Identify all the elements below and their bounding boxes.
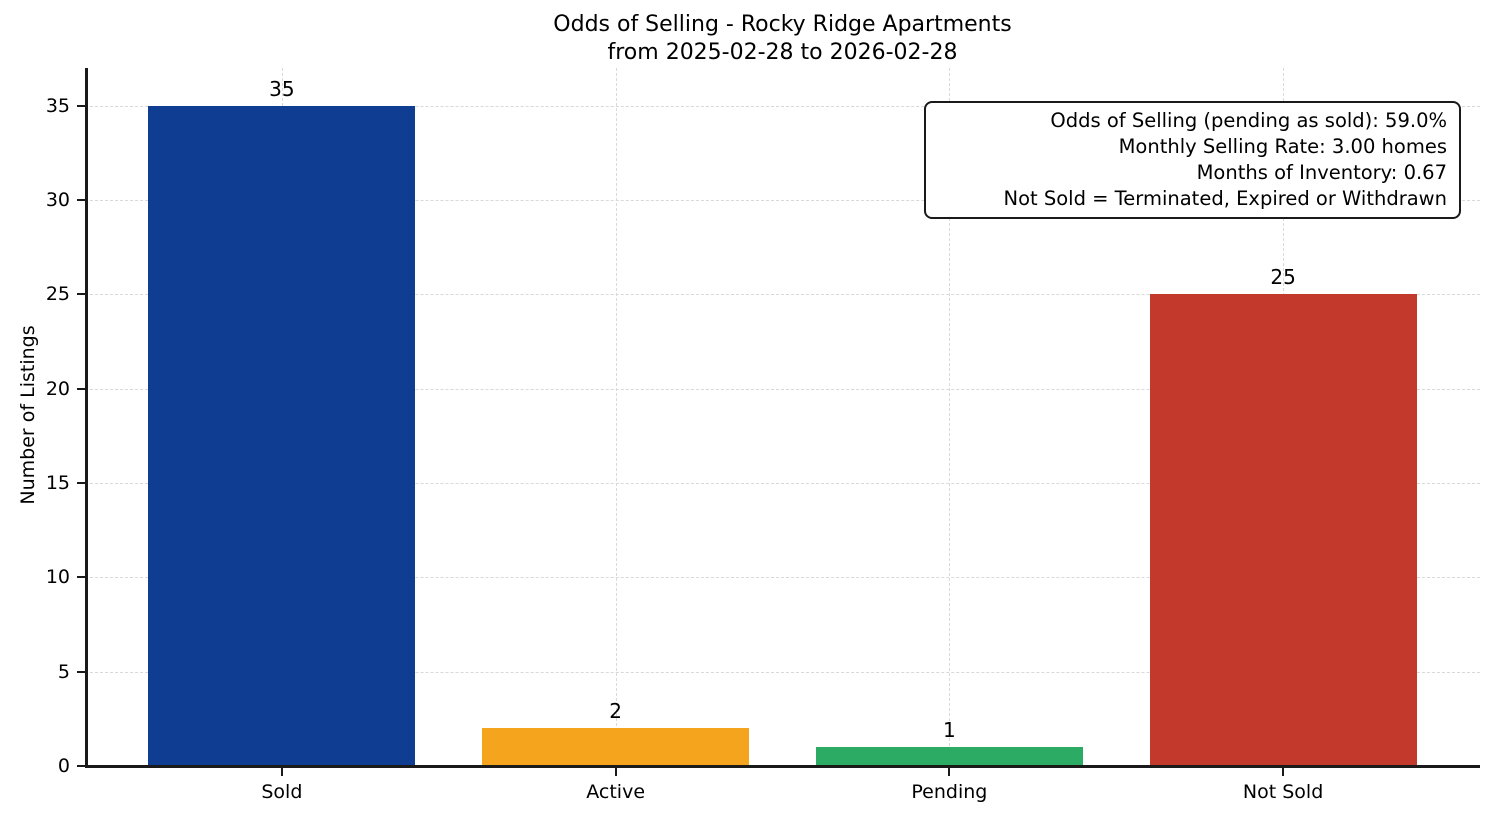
horizontal-gridline bbox=[85, 577, 1480, 579]
horizontal-gridline bbox=[85, 671, 1480, 673]
x-tick-mark bbox=[1282, 768, 1285, 776]
y-tick-label: 5 bbox=[57, 660, 70, 683]
x-tick-mark bbox=[280, 768, 283, 776]
x-tick-mark bbox=[614, 768, 617, 776]
annotation-line-inventory: Months of Inventory: 0.67 bbox=[1196, 161, 1447, 184]
y-axis-spine bbox=[85, 68, 88, 768]
annotation-line-selling-rate: Monthly Selling Rate: 3.00 homes bbox=[1118, 135, 1447, 158]
y-tick-label: 20 bbox=[45, 377, 70, 400]
x-tick-mark bbox=[948, 768, 951, 776]
y-tick-mark bbox=[77, 482, 85, 485]
y-tick-label: 30 bbox=[45, 189, 70, 212]
bar-value-label-sold: 35 bbox=[269, 76, 295, 101]
y-tick-label: 10 bbox=[45, 566, 70, 589]
bar-active bbox=[482, 728, 750, 766]
y-tick-mark bbox=[77, 293, 85, 296]
vertical-gridline bbox=[949, 68, 951, 766]
x-axis-spine bbox=[85, 765, 1480, 768]
horizontal-gridline bbox=[85, 200, 1480, 202]
chart-title-line1: Odds of Selling - Rocky Ridge Apartments bbox=[553, 12, 1012, 37]
bar-sold bbox=[148, 105, 416, 766]
y-tick-label: 15 bbox=[45, 472, 70, 495]
y-tick-mark bbox=[77, 576, 85, 579]
horizontal-gridline bbox=[85, 294, 1480, 296]
annotation-line-odds: Odds of Selling (pending as sold): 59.0% bbox=[1050, 109, 1447, 132]
x-tick-label-active: Active bbox=[586, 781, 646, 803]
chart-title-line2: from 2025-02-28 to 2026-02-28 bbox=[607, 40, 958, 65]
horizontal-gridline bbox=[85, 388, 1480, 390]
stats-annotation-box: Odds of Selling (pending as sold): 59.0%… bbox=[924, 101, 1461, 219]
horizontal-gridline bbox=[85, 483, 1480, 485]
vertical-gridline bbox=[615, 68, 617, 766]
bar-value-label-not-sold: 25 bbox=[1270, 265, 1296, 290]
y-tick-mark bbox=[77, 765, 85, 767]
y-tick-label: 35 bbox=[45, 94, 70, 117]
y-tick-label: 25 bbox=[45, 283, 70, 306]
x-tick-label-sold: Sold bbox=[261, 781, 303, 803]
y-tick-mark bbox=[77, 104, 85, 107]
bar-value-label-pending: 1 bbox=[942, 718, 956, 743]
y-tick-mark bbox=[77, 199, 85, 202]
annotation-line-not-sold-note: Not Sold = Terminated, Expired or Withdr… bbox=[1003, 187, 1447, 210]
x-tick-label-pending: Pending bbox=[911, 781, 988, 803]
bar-value-label-active: 2 bbox=[609, 699, 622, 724]
horizontal-gridline bbox=[85, 105, 1480, 107]
y-tick-mark bbox=[77, 387, 85, 390]
y-tick-label: 0 bbox=[57, 755, 70, 777]
bar-pending bbox=[815, 747, 1083, 766]
y-tick-mark bbox=[77, 670, 85, 673]
x-tick-label-not-sold: Not Sold bbox=[1242, 781, 1324, 803]
bar-not-sold bbox=[1149, 294, 1417, 766]
chart-title: Odds of Selling - Rocky Ridge Apartments… bbox=[85, 11, 1480, 67]
